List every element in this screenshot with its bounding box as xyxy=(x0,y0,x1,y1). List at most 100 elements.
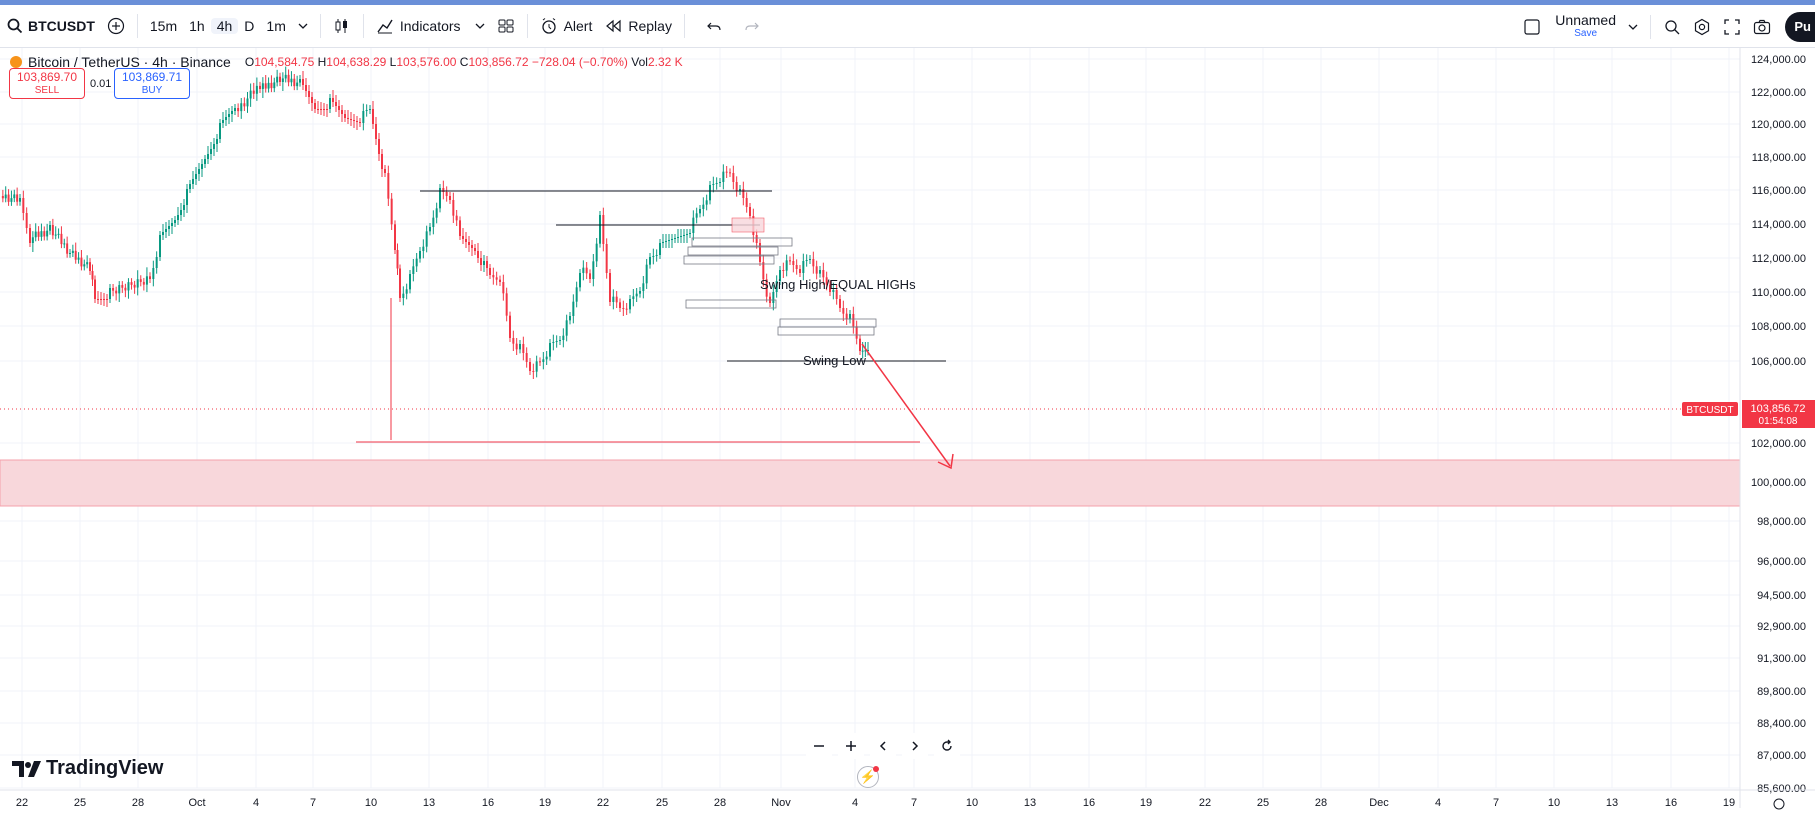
candle-body xyxy=(177,215,179,220)
publish-button[interactable]: Pu xyxy=(1785,11,1815,42)
right-toolbar: Unnamed Save Pu xyxy=(1517,5,1815,48)
candle-body xyxy=(812,259,815,267)
timeframe-d[interactable]: D xyxy=(244,18,255,34)
candle-body xyxy=(353,120,355,121)
fvg-box xyxy=(685,299,777,309)
replay-label: Replay xyxy=(628,18,672,34)
candle-body xyxy=(535,361,538,372)
tradingview-logo-icon xyxy=(12,760,41,777)
time-tick-label: 4 xyxy=(1435,797,1441,809)
candle-body xyxy=(255,85,258,94)
candle-body xyxy=(375,124,377,139)
candle-body xyxy=(290,78,293,83)
candle-body xyxy=(139,279,142,282)
candle-body xyxy=(695,213,698,218)
candle-body xyxy=(155,257,158,268)
zoom-out-button[interactable] xyxy=(806,733,832,759)
time-tick-label: 28 xyxy=(714,797,726,809)
save-label[interactable]: Save xyxy=(1574,27,1598,39)
notification-dot xyxy=(873,766,879,772)
candle-body xyxy=(855,326,858,339)
candle-body xyxy=(60,233,63,245)
candle-body xyxy=(369,109,371,110)
price-tick-label: 96,000.00 xyxy=(1757,556,1806,568)
candle-body xyxy=(639,291,641,294)
candle-body xyxy=(323,109,325,110)
divider xyxy=(136,14,138,38)
candle-body xyxy=(252,90,255,94)
candle-body xyxy=(552,342,555,343)
scroll-left-button[interactable] xyxy=(870,733,896,759)
alarm-clock-icon xyxy=(541,18,556,34)
candle-body xyxy=(243,103,246,107)
price-tick-label: 124,000.00 xyxy=(1751,54,1806,66)
tradingview-logo[interactable]: TradingView xyxy=(12,757,163,780)
layout-name: Unnamed xyxy=(1555,11,1616,28)
screenshot-button[interactable] xyxy=(1747,11,1777,43)
candle-body xyxy=(483,261,485,265)
buy-button[interactable]: 103,869.71 BUY xyxy=(114,68,190,99)
price-tick-label: 110,000.00 xyxy=(1752,287,1806,299)
candle-body xyxy=(722,171,725,182)
candle-body xyxy=(74,250,77,260)
candle-body xyxy=(228,114,230,117)
timeframe-1h[interactable]: 1h xyxy=(189,18,205,34)
sell-button[interactable]: 103,869.70 SELL xyxy=(9,68,85,99)
top-toolbar: BTCUSDT 15m 1h 4h D 1m Indicators Alert … xyxy=(0,5,1815,48)
indicators-label: Indicators xyxy=(399,18,461,34)
legend-title: Bitcoin / TetherUS · 4h · Binance xyxy=(28,54,231,70)
candle-body xyxy=(642,283,645,291)
candle-body xyxy=(649,257,651,265)
candle-body xyxy=(779,270,781,281)
candle-body xyxy=(539,361,541,363)
timeframe-4h[interactable]: 4h xyxy=(210,18,239,34)
candle-body xyxy=(405,289,408,294)
symbol-search[interactable]: BTCUSDT xyxy=(0,10,101,42)
candle-body xyxy=(219,123,221,139)
templates-button[interactable] xyxy=(491,10,521,42)
candle-body xyxy=(592,261,595,279)
price-tick-label: 88,400.00 xyxy=(1757,718,1806,730)
layout-selector[interactable]: Unnamed Save xyxy=(1517,11,1644,43)
divider xyxy=(319,14,321,38)
candle-body xyxy=(852,314,855,327)
timeframe-dropdown[interactable] xyxy=(292,10,314,42)
reset-chart-button[interactable] xyxy=(934,733,960,759)
candle-body xyxy=(25,213,28,228)
timeframe-15m[interactable]: 15m xyxy=(149,18,178,34)
zoom-in-button[interactable] xyxy=(838,733,864,759)
candle-body xyxy=(168,226,170,229)
price-tick-label: 116,000.00 xyxy=(1752,185,1806,197)
symbol-tag-label: BTCUSDT xyxy=(1686,405,1733,416)
candle-body xyxy=(662,242,664,243)
price-chart[interactable]: Swing High/EQUAL HIGHs Swing Low 124,000.… xyxy=(0,48,1815,826)
candle-body xyxy=(845,313,848,320)
undo-button[interactable] xyxy=(699,10,729,42)
scroll-right-button[interactable] xyxy=(902,733,928,759)
candle-body xyxy=(320,109,322,110)
replay-button[interactable]: Replay xyxy=(598,10,678,42)
settings-button[interactable] xyxy=(1687,11,1717,43)
lightning-icon[interactable]: ⚡ xyxy=(857,766,879,788)
timeframe-1m[interactable]: 1m xyxy=(266,18,286,34)
order-quantity[interactable]: 0.01 xyxy=(90,78,112,90)
chart-navigation xyxy=(806,733,960,759)
alert-button[interactable]: Alert xyxy=(534,10,599,42)
chart-legend: Bitcoin / TetherUS · 4h · Binance O104,5… xyxy=(10,54,683,70)
candle-body xyxy=(372,109,374,124)
candle-body xyxy=(668,240,670,241)
candle-body xyxy=(555,341,558,342)
candle-body xyxy=(293,78,296,87)
chart-type-button[interactable] xyxy=(327,10,357,42)
candle-body xyxy=(522,344,525,353)
compare-button[interactable] xyxy=(101,10,131,42)
indicators-button[interactable]: Indicators xyxy=(370,10,491,42)
redo-button[interactable] xyxy=(737,10,767,42)
candle-body xyxy=(165,229,167,232)
candle-body xyxy=(86,262,89,265)
quick-search-button[interactable] xyxy=(1657,11,1687,43)
candle-body xyxy=(686,234,688,235)
candle-body xyxy=(13,194,16,199)
candle-body xyxy=(702,204,705,209)
fullscreen-button[interactable] xyxy=(1717,11,1747,43)
